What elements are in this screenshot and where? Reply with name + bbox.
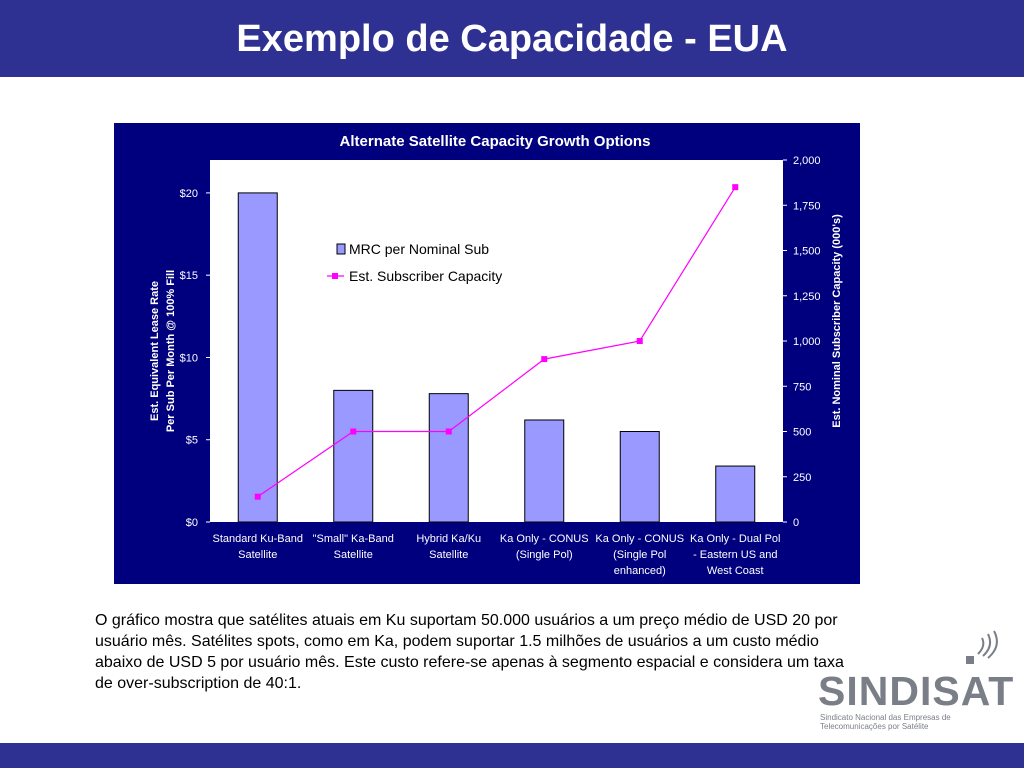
category-label: Hybrid Ka/Ku Satellite xyxy=(416,533,481,561)
right-tick-label: 1,250 xyxy=(793,291,821,303)
chart-frame: Alternate Satellite Capacity Growth Opti… xyxy=(114,123,860,584)
right-tick-label: 250 xyxy=(793,472,811,484)
chart: Alternate Satellite Capacity Growth Opti… xyxy=(149,133,843,577)
category-label: "Small" Ka-Band Satellite xyxy=(313,533,394,561)
title-bar xyxy=(0,0,1024,77)
page-title: Exemplo de Capacidade - EUA xyxy=(236,18,788,60)
category-label: Ka Only - Dual Pol - Eastern US and West C… xyxy=(690,533,780,577)
logo-subtitle: Sindicato Nacional das Empresas de Telec… xyxy=(820,713,990,731)
category-label-line: Ka Only - CONUS xyxy=(500,533,589,545)
logo-subtitle-line: Telecomunicações por Satélite xyxy=(820,722,929,731)
category-label-line: Satellite xyxy=(429,549,468,561)
footer-bar xyxy=(0,743,1024,768)
category-label: Standard Ku-Band Satellite xyxy=(212,533,303,561)
category-label-line: - Eastern US and xyxy=(693,549,777,561)
line-point xyxy=(541,356,548,363)
category-label-line: Ka Only - CONUS xyxy=(595,533,684,545)
category-label-line: West Coast xyxy=(707,565,764,577)
line-point xyxy=(445,428,452,435)
line-point xyxy=(254,493,261,500)
bar xyxy=(715,465,756,523)
legend: MRC per Nominal Sub Est. Subscriber Capac… xyxy=(327,241,502,284)
y-axis-label-right: Est. Nominal Subscriber Capacity (000's) xyxy=(831,214,843,428)
right-tick-label: 1,750 xyxy=(793,200,821,212)
legend-swatch-marker xyxy=(332,273,338,279)
category-label-line: enhanced) xyxy=(614,565,666,577)
right-tick-label: 500 xyxy=(793,427,811,439)
legend-swatch-bar xyxy=(336,243,346,255)
category-label: Ka Only - CONUS (Single Pol) xyxy=(500,533,589,561)
right-tick-label: 2,000 xyxy=(793,155,821,167)
category-label-line: "Small" Ka-Band xyxy=(313,533,394,545)
bar xyxy=(619,431,660,523)
legend-label: MRC per Nominal Sub xyxy=(349,241,489,257)
logo-subtitle-line: Sindicato Nacional das Empresas de xyxy=(820,713,951,722)
left-tick-label: $5 xyxy=(186,435,198,447)
category-label-line: (Single Pol xyxy=(613,549,666,561)
left-tick-label: $0 xyxy=(186,517,198,529)
category-label-line: (Single Pol) xyxy=(516,549,573,561)
line-point xyxy=(732,184,739,191)
logo-wordmark: SINDISAT xyxy=(818,668,1015,714)
right-tick-label: 1,000 xyxy=(793,336,821,348)
y-axis-label-left-line: Est. Equivalent Lease Rate xyxy=(149,281,161,421)
caption-text: O gráfico mostra que satélites atuais em… xyxy=(95,612,844,692)
series-line xyxy=(257,186,736,498)
left-tick-label: $10 xyxy=(180,352,198,364)
y-axis-label-left-line: Per Sub Per Month @ 100% Fill xyxy=(165,270,177,432)
line-point xyxy=(350,428,357,435)
right-tick-label: 750 xyxy=(793,381,811,393)
category-label: Ka Only - CONUS (Single Pol enhanced) xyxy=(595,533,684,577)
right-tick-label: 1,500 xyxy=(793,246,821,258)
category-label-line: Standard Ku-Band xyxy=(212,533,303,545)
left-tick-label: $15 xyxy=(180,270,198,282)
category-label-line: Satellite xyxy=(334,549,373,561)
satellite-waves-icon xyxy=(966,630,998,664)
legend-label: Est. Subscriber Capacity xyxy=(349,268,502,284)
plot-area xyxy=(210,160,783,522)
bar xyxy=(428,393,469,523)
right-tick-label: 0 xyxy=(793,517,799,529)
bar xyxy=(524,419,565,523)
bar xyxy=(333,389,374,523)
category-label-line: Satellite xyxy=(238,549,277,561)
category-label-line: Hybrid Ka/Ku xyxy=(416,533,481,545)
chart-title: Alternate Satellite Capacity Growth Opti… xyxy=(340,133,651,150)
line-point xyxy=(636,338,643,344)
sindisat-logo: SINDISAT Sindicato Nacional das Empresas… xyxy=(806,628,1013,738)
bar xyxy=(237,192,278,523)
left-tick-label: $20 xyxy=(180,188,198,200)
category-label-line: Ka Only - Dual Pol xyxy=(690,533,780,545)
y-axis-label-left: Est. Equivalent Lease Rate Per Sub Per Mo… xyxy=(149,270,177,432)
